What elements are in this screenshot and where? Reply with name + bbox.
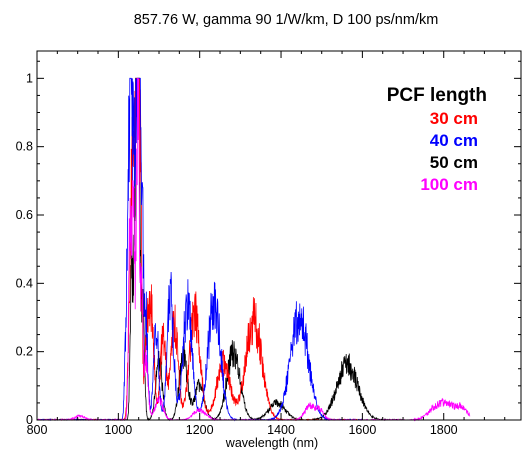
- y-tick-label: 1: [26, 71, 33, 85]
- x-tick-label: 1800: [430, 423, 458, 437]
- legend-item-50cm: 50 cm: [430, 153, 478, 172]
- plot-frame: [36, 50, 522, 421]
- y-tick-label: 0.2: [16, 345, 33, 359]
- x-tick-label: 1600: [348, 423, 376, 437]
- legend-item-100cm: 100 cm: [420, 175, 478, 194]
- x-tick-label: 1400: [267, 423, 295, 437]
- series-layer: [36, 77, 471, 422]
- series-30cm: [36, 77, 363, 421]
- y-tick-label: 0.8: [16, 140, 33, 154]
- legend-title: PCF length: [387, 85, 487, 106]
- y-tick-label: 0: [26, 413, 33, 427]
- x-tick-label: 800: [27, 423, 48, 437]
- x-axis-label: wavelength (nm): [225, 436, 318, 450]
- y-tick-label: 0.6: [16, 208, 33, 222]
- legend-item-30cm: 30 cm: [430, 109, 478, 128]
- y-tick-label: 0.4: [16, 276, 33, 290]
- legend: PCF length 30 cm 40 cm 50 cm 100 cm: [387, 85, 487, 194]
- series-100cm: [36, 77, 471, 422]
- chart-title: 857.76 W, gamma 90 1/W/km, D 100 ps/nm/k…: [134, 12, 439, 28]
- x-tick-label: 1000: [104, 423, 132, 437]
- x-tick-label: 1200: [186, 423, 214, 437]
- ticks-layer: 800 1000 1200 1400 1600 1800 0 0.2 0.4 0.6 0.8 1: [16, 51, 521, 437]
- legend-item-40cm: 40 cm: [430, 131, 478, 150]
- series-40cm: [36, 77, 363, 422]
